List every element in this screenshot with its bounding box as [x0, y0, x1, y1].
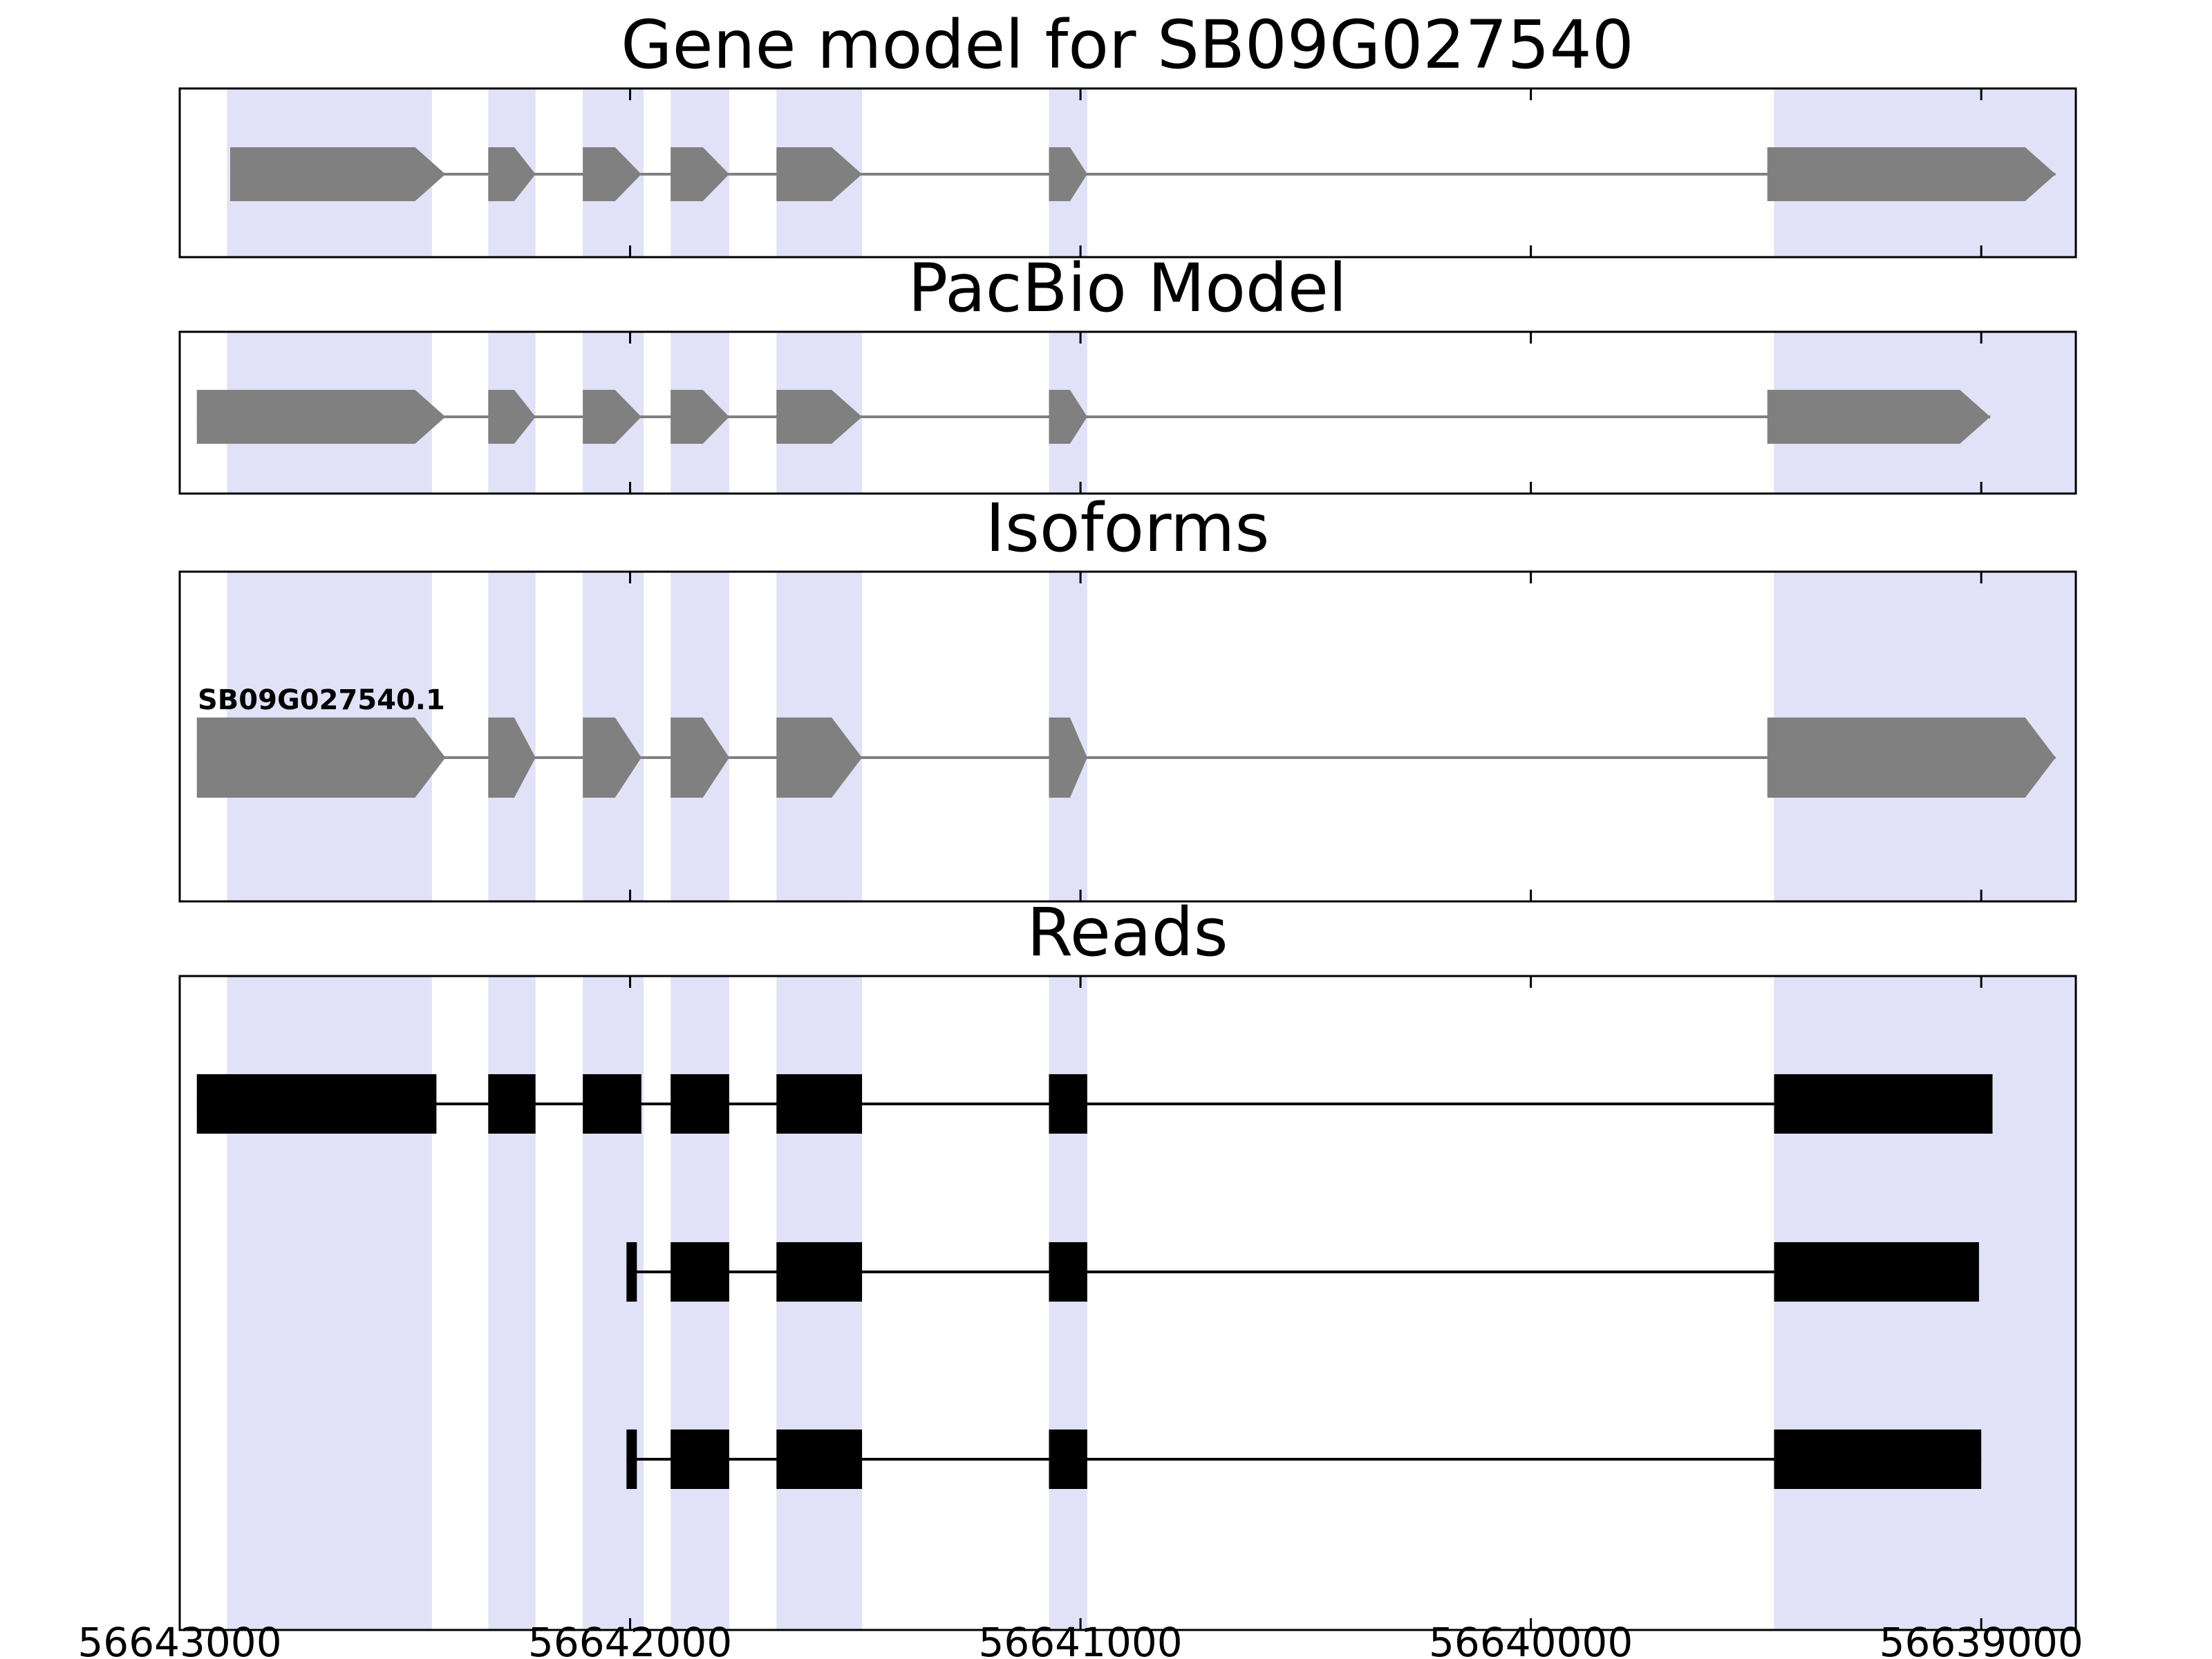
- exon-block: [671, 718, 729, 798]
- read-exon-block: [776, 1074, 863, 1134]
- axis-tick-label: 56639000: [1880, 1619, 2083, 1659]
- exon-block: [776, 718, 863, 798]
- panel-border: [178, 330, 2077, 495]
- read-exon-block: [1049, 1430, 1087, 1489]
- highlight-band: [488, 976, 536, 1630]
- read-exon-block: [671, 1074, 729, 1134]
- plot-graphics-layer: 56643000 56642000 56641000 56640000 56639000: [77, 87, 2083, 1659]
- highlight-band: [1049, 976, 1087, 1630]
- exon-block: [196, 718, 446, 798]
- exon-block: [1049, 147, 1087, 201]
- axis-tick-label: 56640000: [1429, 1619, 1633, 1659]
- axis-tick-label: 56641000: [978, 1619, 1182, 1659]
- panel-border: [178, 570, 2077, 903]
- exon-block: [776, 390, 863, 444]
- panel-border: [178, 975, 2077, 1631]
- read-exon-block: [776, 1430, 863, 1489]
- read-exon-block: [583, 1074, 641, 1134]
- exon-block: [583, 718, 641, 798]
- panel-title-gene-model: Gene model for SB09G027540: [621, 6, 1634, 84]
- exon-block: [583, 390, 641, 444]
- read-exon-block: [1049, 1242, 1087, 1302]
- axis-tick-label: 56643000: [77, 1619, 281, 1659]
- panel-border: [178, 87, 2077, 259]
- highlight-band: [776, 976, 863, 1630]
- panel-title-isoforms: Isoforms: [986, 489, 1270, 567]
- read-exon-block: [488, 1074, 536, 1134]
- read-exon-block: [671, 1242, 729, 1302]
- exon-block: [229, 147, 446, 201]
- exon-block: [776, 147, 863, 201]
- exon-block: [1767, 718, 2056, 798]
- isoform-label: SB09G027540.1: [198, 684, 445, 716]
- exon-block: [1049, 718, 1087, 798]
- exon-block: [583, 147, 641, 201]
- highlight-band: [671, 976, 729, 1630]
- exon-block: [1049, 390, 1087, 444]
- exon-block: [488, 147, 536, 201]
- panel-title-reads: Reads: [1027, 894, 1228, 971]
- read-exon-block: [626, 1242, 637, 1302]
- read-exon-block: [671, 1430, 729, 1489]
- exon-block: [488, 718, 536, 798]
- read-exon-block: [626, 1430, 637, 1489]
- highlight-band: [1774, 976, 2076, 1630]
- read-exon-block: [1774, 1074, 1993, 1134]
- panel-title-pacbio-model: PacBio Model: [908, 250, 1347, 327]
- highlight-band: [227, 976, 432, 1630]
- read-exon-block: [1049, 1074, 1087, 1134]
- exon-block: [1767, 390, 1991, 444]
- read-exon-block: [1774, 1242, 1979, 1302]
- highlight-band: [583, 976, 644, 1630]
- exon-block: [671, 147, 729, 201]
- exon-block: [1767, 147, 2056, 201]
- exon-block: [671, 390, 729, 444]
- exon-block: [488, 390, 536, 444]
- exon-block: [196, 390, 446, 444]
- read-exon-block: [776, 1242, 863, 1302]
- read-exon-block: [196, 1074, 437, 1134]
- read-exon-block: [1774, 1430, 1982, 1489]
- axis-tick-label: 56642000: [528, 1619, 732, 1659]
